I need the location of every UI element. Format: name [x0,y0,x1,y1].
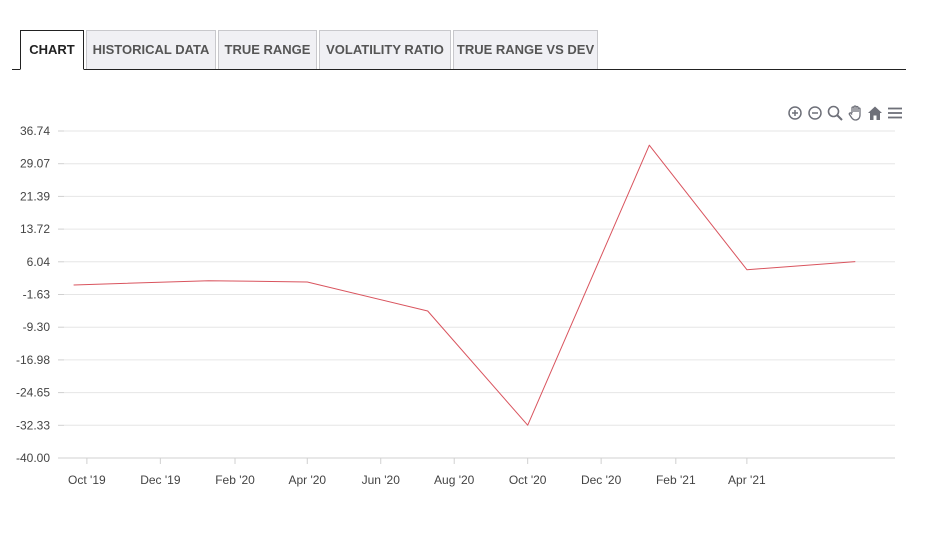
y-tick-label: 13.72 [20,222,50,236]
y-tick-label: -16.98 [16,353,50,367]
x-tick-label: Dec '20 [581,473,622,487]
x-tick-label: Aug '20 [434,473,475,487]
x-tick-label: Feb '21 [656,473,696,487]
tab-bar: CHART HISTORICAL DATA TRUE RANGE VOLATIL… [12,30,906,70]
y-tick-label: 21.39 [20,189,50,203]
tab-historical-data[interactable]: HISTORICAL DATA [86,30,216,69]
y-tick-label: -9.30 [23,320,51,334]
x-tick-label: Apr '21 [728,473,766,487]
x-tick-label: Oct '20 [509,473,547,487]
tab-true-range[interactable]: TRUE RANGE [218,30,317,69]
zoom-out-icon[interactable] [806,104,824,122]
y-tick-label: 36.74 [20,124,50,138]
y-tick-label: -1.63 [23,288,51,302]
y-tick-label: -32.33 [16,418,50,432]
y-tick-label: 6.04 [27,255,51,269]
x-tick-label: Dec '19 [140,473,181,487]
x-tick-label: Jun '20 [362,473,401,487]
x-tick-label: Apr '20 [288,473,326,487]
series-line [73,144,856,426]
y-tick-label: -24.65 [16,386,50,400]
x-tick-label: Oct '19 [68,473,106,487]
menu-icon[interactable] [886,104,904,122]
tab-chart[interactable]: CHART [20,30,84,70]
y-tick-label: 29.07 [20,157,50,171]
home-icon[interactable] [866,104,884,122]
tab-true-range-vs-dev[interactable]: TRUE RANGE VS DEV [453,30,598,69]
zoom-in-icon[interactable] [786,104,804,122]
y-tick-label: -40.00 [16,451,50,465]
tab-volatility-ratio[interactable]: VOLATILITY RATIO [319,30,451,69]
x-tick-label: Feb '20 [215,473,255,487]
pan-hand-icon[interactable] [847,104,865,122]
magnifier-icon[interactable] [826,104,844,122]
